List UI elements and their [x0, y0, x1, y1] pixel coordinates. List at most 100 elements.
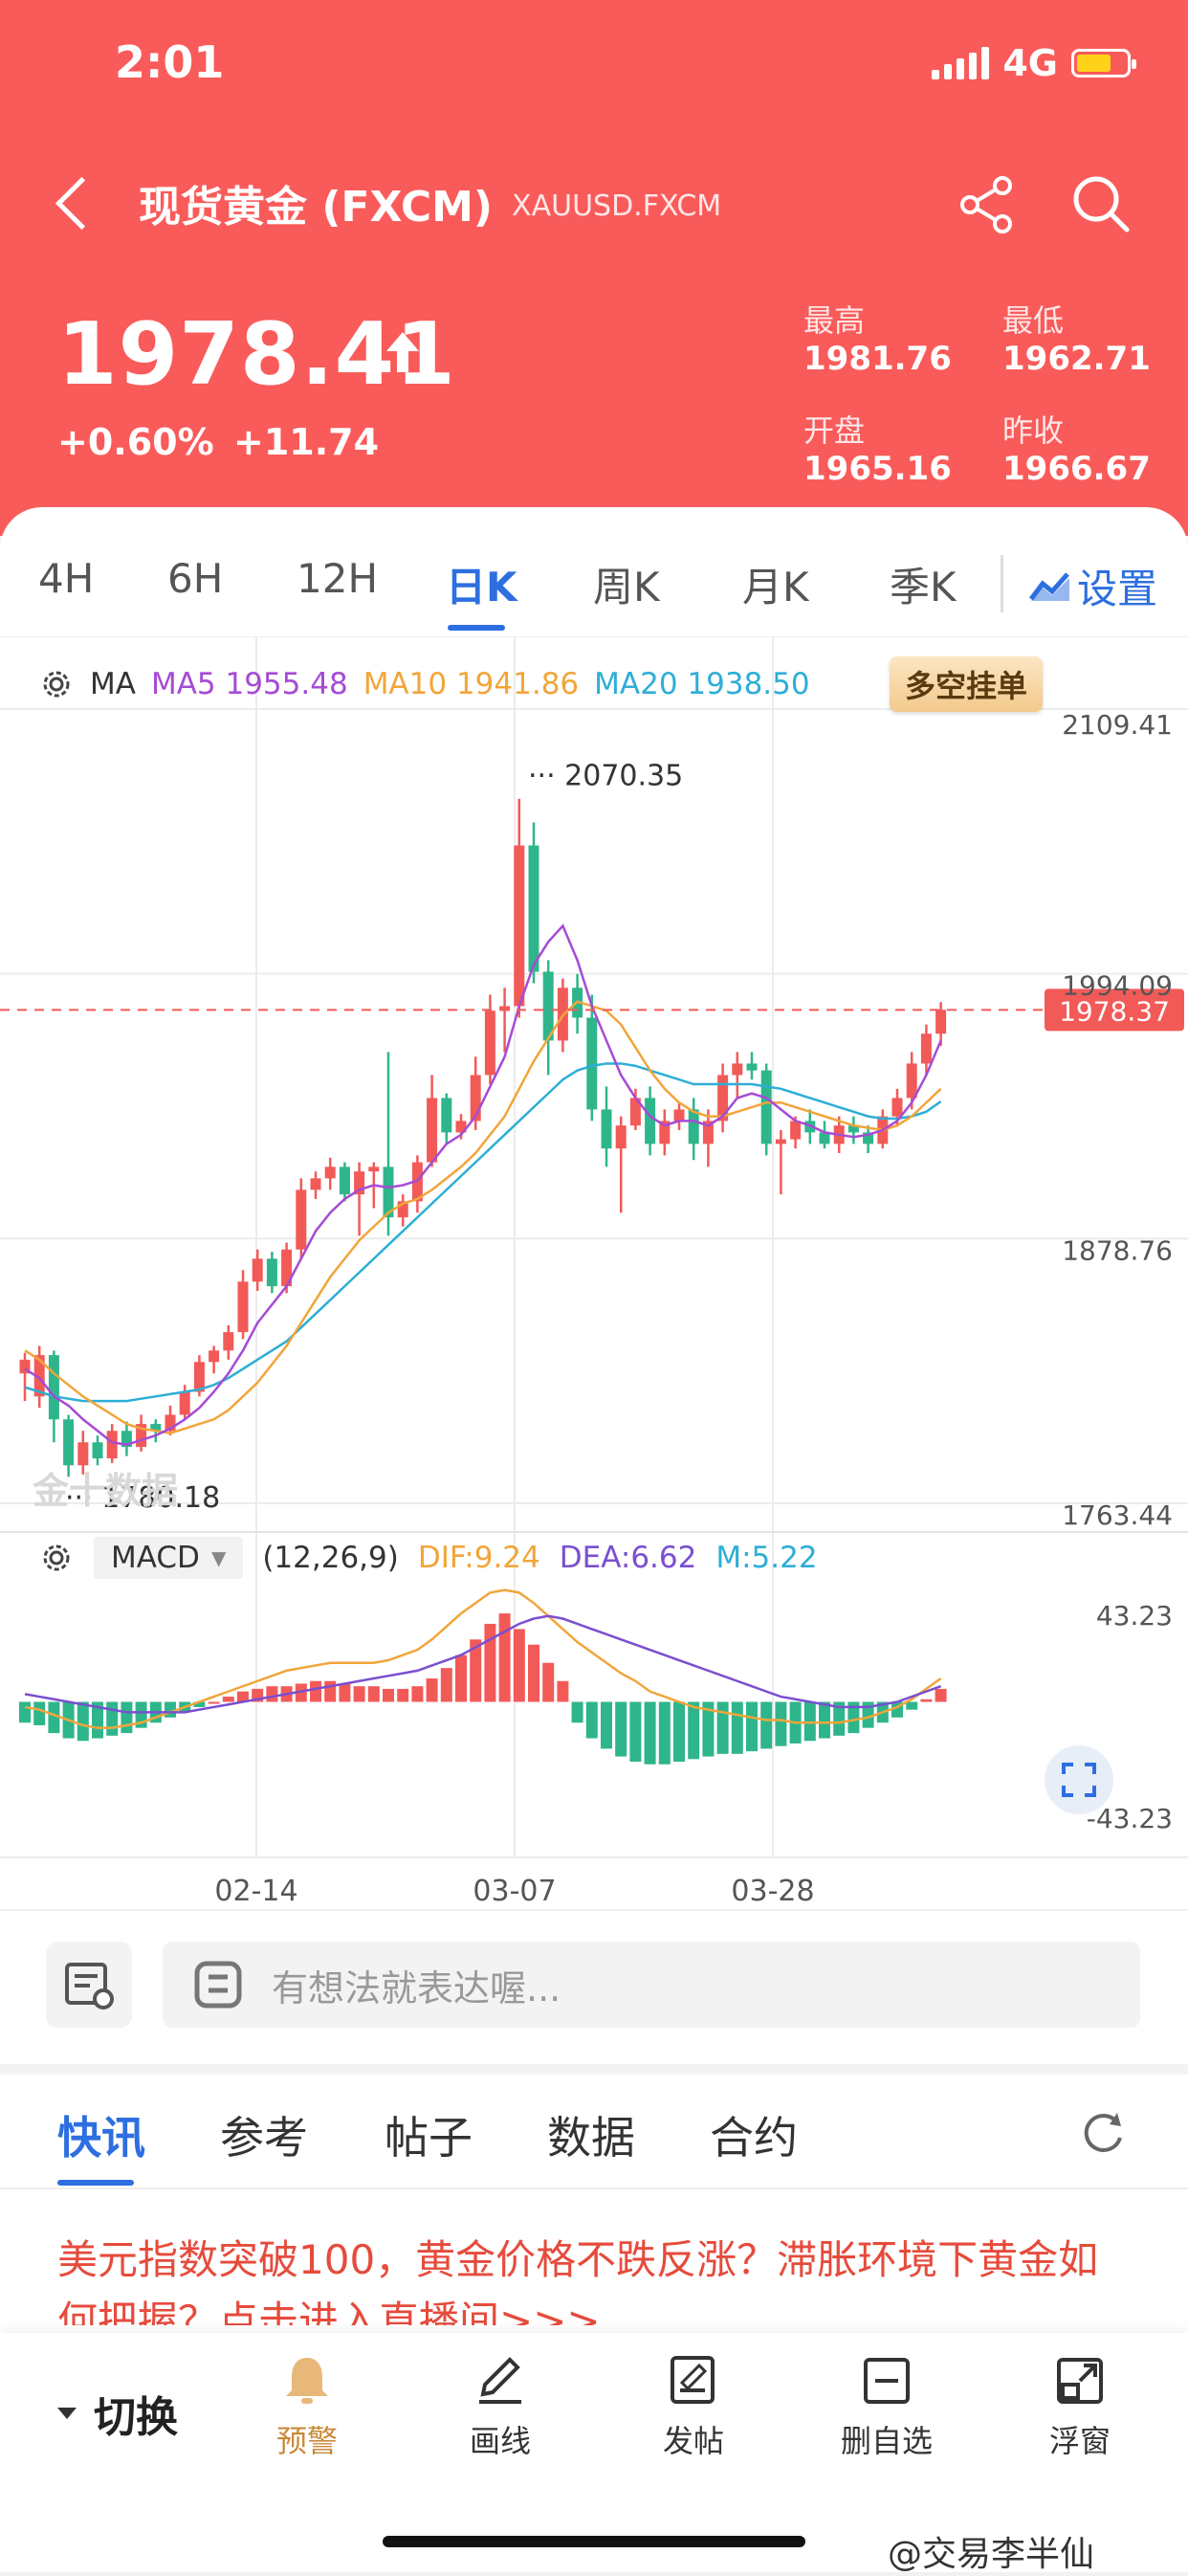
- news-tab-data[interactable]: 数据: [547, 2112, 635, 2164]
- macd-bar: [585, 1701, 598, 1739]
- tab-weekly[interactable]: 周K: [593, 564, 660, 611]
- candle-body: [484, 1010, 495, 1076]
- macd-bar: [324, 1680, 337, 1702]
- kline-chart[interactable]: 1978.37 2109.41 1994.09 1878.76 1763.44 ··· …: [0, 637, 1188, 1910]
- macd-legend: MACD ▼ (12,26,9) DIF:9.24 DEA:6.62 M:5.2…: [38, 1537, 818, 1579]
- candle-body: [121, 1431, 132, 1448]
- price-axis-label: 1763.44: [1062, 1499, 1173, 1531]
- current-price-label: 1978.37: [1059, 995, 1170, 1027]
- draw-line-button[interactable]: 画线: [438, 2352, 562, 2461]
- candle-body: [165, 1414, 176, 1432]
- macd-bar: [557, 1680, 569, 1702]
- tab-6h[interactable]: 6H: [167, 555, 224, 602]
- news-tab-reference[interactable]: 参考: [220, 2112, 308, 2164]
- title-row: 现货黄金 (FXCM) XAUUSD.FXCM: [48, 172, 721, 233]
- tab-monthly[interactable]: 月K: [742, 564, 809, 611]
- news-tab-flash[interactable]: 快讯: [57, 2112, 145, 2164]
- candle-body: [732, 1063, 743, 1076]
- chart-grid: [0, 637, 1188, 1858]
- search-icon[interactable]: [1069, 172, 1133, 235]
- stat-prevclose-label: 昨收: [1002, 412, 1065, 449]
- x-axis-label: 03-07: [473, 1875, 556, 1908]
- float-window-icon: [1057, 2358, 1103, 2404]
- macd-bar: [731, 1701, 743, 1754]
- macd-bar: [106, 1701, 119, 1736]
- bell-icon: [286, 2358, 328, 2404]
- chart-area[interactable]: 1978.37 2109.41 1994.09 1878.76 1763.44 ··· …: [0, 636, 1188, 1910]
- macd-bar: [688, 1701, 700, 1760]
- order-button[interactable]: 多空挂单: [890, 656, 1043, 712]
- notes-icon: [65, 1963, 114, 2010]
- x-axis-label: 03-28: [731, 1875, 814, 1908]
- signal-icon: [932, 47, 990, 79]
- news-tab-posts[interactable]: 帖子: [385, 2112, 473, 2164]
- remove-watchlist-button[interactable]: 删自选: [825, 2352, 949, 2461]
- candle-body: [717, 1075, 729, 1121]
- back-icon[interactable]: [55, 176, 109, 230]
- refresh-icon[interactable]: [1079, 2109, 1127, 2157]
- notes-button[interactable]: [46, 1942, 132, 2028]
- candle-body: [368, 1166, 380, 1172]
- candle-body: [760, 1070, 772, 1144]
- axis-labels: 2109.41 1994.09 1878.76 1763.44 ··· 2070.35 ·…: [32, 709, 1173, 1908]
- candle-body: [615, 1125, 627, 1149]
- gear-icon[interactable]: [38, 1540, 75, 1576]
- settings-button[interactable]: 设置: [1029, 557, 1157, 615]
- macd-bar: [833, 1701, 846, 1736]
- float-window-button[interactable]: 浮窗: [1018, 2352, 1142, 2461]
- battery-icon: [1071, 49, 1136, 78]
- macd-bar: [310, 1680, 321, 1702]
- candle-body: [702, 1121, 714, 1144]
- comment-bar: 有想法就表达喔...: [0, 1909, 1188, 2064]
- news-panel: 快讯 参考 帖子 数据 合约 美元指数突破100，黄金价格不跌反涨？滞胀环境下黄…: [0, 2075, 1188, 2333]
- tab-4h[interactable]: 4H: [38, 555, 95, 602]
- chart-watermark: 金十数据: [32, 1470, 178, 1512]
- candle-body: [441, 1098, 452, 1133]
- candle-body: [63, 1419, 75, 1466]
- macd-bar: [920, 1699, 933, 1702]
- expand-button[interactable]: [1045, 1745, 1113, 1814]
- ma20-value: MA20 1938.50: [594, 667, 810, 701]
- stat-open-label: 开盘: [803, 412, 866, 449]
- gear-icon[interactable]: [38, 666, 75, 702]
- draw-line-label: 画线: [469, 2423, 531, 2459]
- macd-bar: [383, 1688, 394, 1702]
- switch-button[interactable]: 切换: [57, 2383, 178, 2444]
- macd-chart: [19, 1588, 947, 1765]
- candle-body: [48, 1355, 59, 1420]
- change-percent: +0.60%: [57, 421, 214, 463]
- macd-bar: [498, 1613, 511, 1702]
- ma-legend: MA MA5 1955.48 MA10 1941.86 MA20 1938.50: [38, 666, 810, 702]
- news-headline[interactable]: 美元指数突破100，黄金价格不跌反涨？滞胀环境下黄金如何把握？点击进入直播间>>…: [57, 2236, 1099, 2325]
- tab-quarterly[interactable]: 季K: [890, 564, 957, 611]
- candle-body: [935, 1010, 947, 1034]
- share-icon[interactable]: [957, 174, 1018, 235]
- comment-input[interactable]: 有想法就表达喔...: [163, 1942, 1140, 2028]
- tab-divider: [1001, 555, 1003, 612]
- pen-icon: [479, 2357, 521, 2404]
- macd-bar: [601, 1701, 612, 1749]
- symbol-code: XAUUSD.FXCM: [512, 189, 722, 223]
- news-tab-contract[interactable]: 合约: [710, 2112, 798, 2164]
- alert-button[interactable]: 预警: [245, 2352, 369, 2461]
- candle-body: [645, 1098, 656, 1144]
- indicator-select[interactable]: MACD ▼: [94, 1537, 244, 1579]
- change-amount: +11.74: [233, 421, 380, 463]
- settings-label: 设置: [1077, 566, 1158, 612]
- remove-watchlist-icon: [864, 2358, 910, 2404]
- post-button[interactable]: 发帖: [631, 2352, 756, 2461]
- tab-daily[interactable]: 日K: [446, 564, 517, 611]
- macd-bar: [237, 1691, 249, 1702]
- ma-title: MA: [90, 667, 136, 701]
- candle-body: [863, 1132, 874, 1144]
- dif-line: [24, 1588, 942, 1729]
- macd-bar: [353, 1686, 365, 1702]
- home-indicator[interactable]: [383, 2536, 805, 2547]
- current-price: 1978.41: [57, 304, 456, 405]
- candle-body: [281, 1249, 293, 1287]
- price-axis-label: 1994.09: [1062, 970, 1173, 1002]
- macd-axis-label: 43.23: [1096, 1600, 1173, 1632]
- macd-bar: [208, 1701, 220, 1704]
- macd-bar: [484, 1623, 496, 1702]
- tab-12h[interactable]: 12H: [297, 555, 379, 602]
